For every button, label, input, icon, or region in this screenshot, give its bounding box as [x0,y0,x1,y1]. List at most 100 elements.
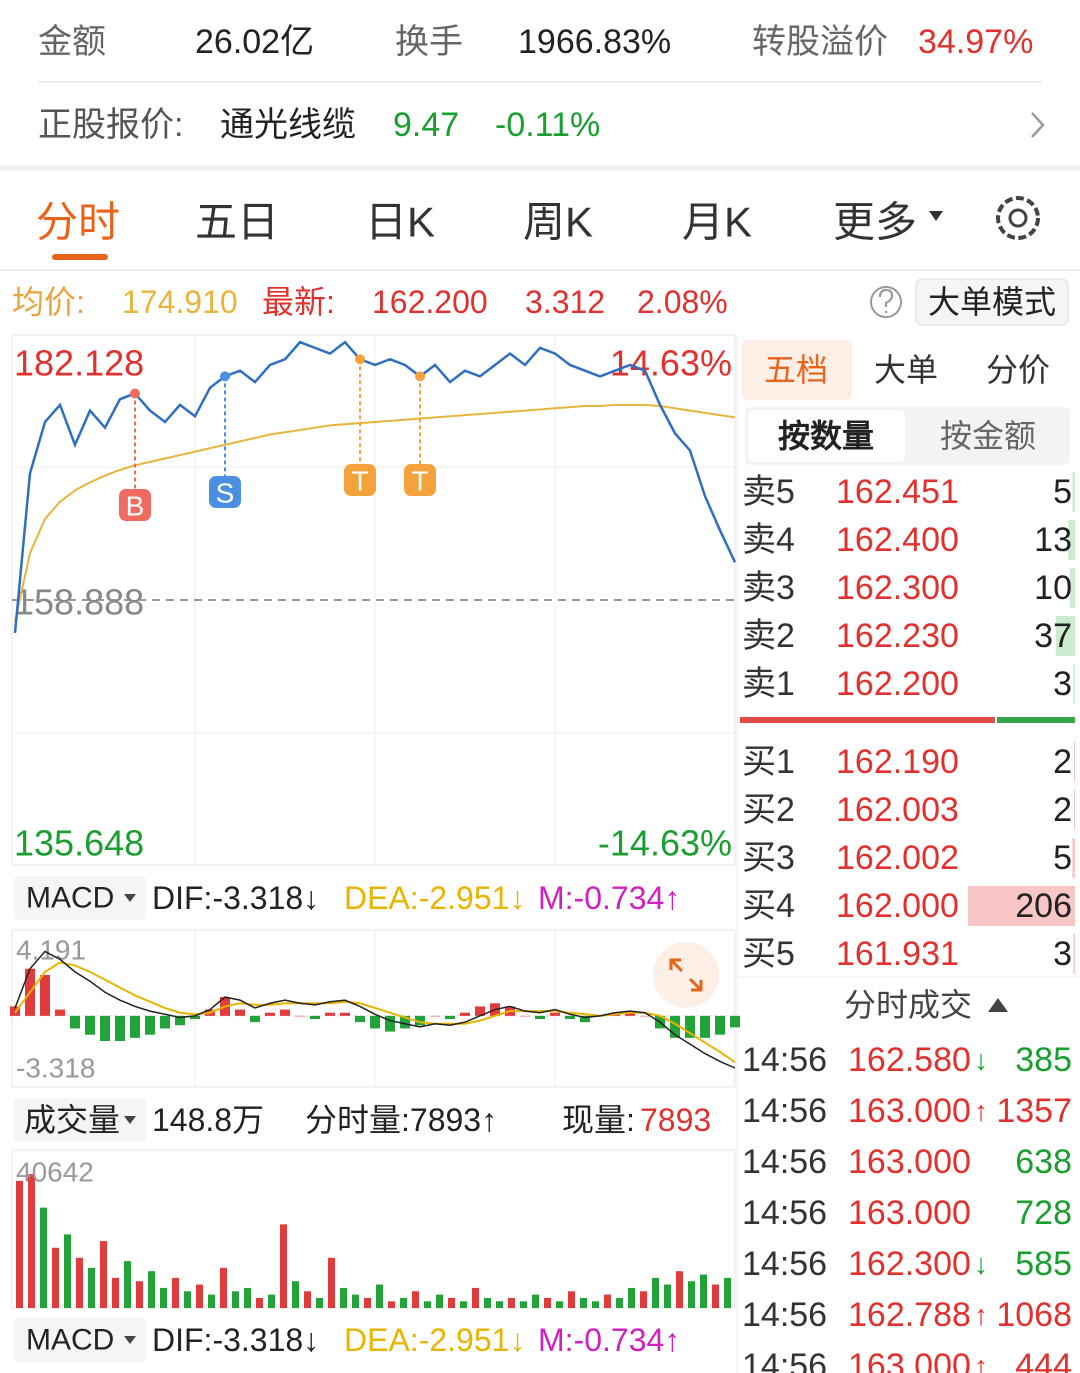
marker-badge [344,464,376,496]
avg-value: 174.910 [122,284,238,320]
level-label: 买1 [742,743,795,781]
book-tab-active [742,340,852,400]
premium-value: 34.97% [918,23,1033,61]
volume-bar [484,1297,491,1308]
turnover-value: 1966.83% [518,23,671,61]
volume-bar [316,1297,323,1308]
level-label: 卖4 [742,521,795,559]
marker-dot [220,371,230,382]
volume-bar [88,1267,95,1308]
trade-qty: 1357 [996,1092,1072,1130]
qty-bar [1073,742,1075,782]
indicator-name[interactable]: MACD [26,1324,114,1357]
tab[interactable]: 五日 [195,199,279,246]
macd-bar [730,1015,740,1028]
indicator-name[interactable]: 成交量 [24,1102,120,1138]
volume-bar [208,1294,215,1308]
level-qty: 13 [1034,521,1072,559]
macd-bar [295,1015,305,1017]
indicator-selector[interactable] [14,876,146,920]
macd-bar [235,1009,245,1016]
qty-bar [1069,568,1075,608]
help-icon[interactable] [870,286,902,318]
tab[interactable]: 分时 [36,199,120,246]
volume-bar [472,1287,479,1308]
volume-bar [496,1301,503,1308]
macd-bar [190,1015,200,1020]
trade-time: 14:56 [742,1041,827,1079]
section-gap [0,165,1080,171]
premium-label: 转股溢价 [752,23,888,61]
macd-bar [670,1015,680,1038]
volume-bar [364,1297,371,1308]
chevron[interactable] [1031,112,1045,138]
book-tab[interactable]: 分价 [986,352,1050,388]
qty-bar [1068,520,1075,560]
macd-bar [55,1009,65,1016]
avg-label: 均价: [12,284,85,320]
mode-option[interactable]: 按数量 [778,418,874,454]
tab[interactable]: 周K [523,199,593,246]
volume-bar [124,1261,131,1308]
qty-bar [1072,472,1075,512]
volume-bar [448,1297,455,1308]
level-label: 买5 [742,935,795,973]
trade-price: 163.000 [848,1347,971,1373]
level-qty: 206 [1015,887,1072,925]
pct-label: 14.63% [610,343,732,384]
pct-label: -14.63% [598,823,732,864]
marker-label: T [351,466,368,497]
tab[interactable]: 月K [682,199,752,246]
volume-bar [196,1284,203,1308]
ratio-bar-sell [740,717,995,723]
change-pct: 2.08% [637,284,728,320]
current-label: 现量: [562,1102,635,1138]
level-qty: 10 [1034,569,1072,607]
indicator-selector[interactable] [14,1098,146,1142]
book-tab[interactable]: 大单 [874,352,938,388]
trade-direction: ↑ [974,1096,988,1127]
marker-label: S [216,478,235,509]
level-qty: 2 [1053,791,1072,829]
qty-bar [1073,790,1075,830]
level-label: 卖1 [742,665,795,703]
volume-bar [412,1291,419,1308]
tab[interactable]: 日K [365,199,435,246]
volume-bar [256,1297,263,1308]
dropdown-arrow [929,211,943,221]
macd-bar [370,1015,380,1029]
macd-bar [430,1015,440,1017]
expand-button[interactable] [653,942,719,1008]
macd-bar [415,1015,425,1026]
book-tab[interactable]: 五档 [764,352,828,388]
tab[interactable]: 更多 [833,199,917,246]
qty-bar [968,886,1075,926]
macd-bar [325,1012,335,1016]
volume-bar [424,1301,431,1308]
mode-button-label[interactable]: 大单模式 [928,284,1056,320]
volume-bar [112,1277,119,1308]
volume-bar [148,1271,155,1308]
volume-bar [400,1297,407,1308]
amount-value: 26.02亿 [195,23,314,61]
mode-option[interactable]: 按金额 [940,418,1036,454]
volume-bar [220,1267,227,1308]
level-price: 162.002 [836,839,959,877]
volume-bar [520,1301,527,1308]
indicator-selector[interactable] [14,1318,146,1362]
volume-bar [16,1180,23,1308]
trade-time: 14:56 [742,1347,827,1373]
volume-bar [232,1291,239,1308]
settings-icon[interactable] [996,196,1040,240]
volume-bar [532,1294,539,1308]
selector-arrow [124,894,136,902]
trade-qty: 385 [1015,1041,1072,1079]
m-label: M:-0.734↑ [538,880,680,916]
trade-qty: 728 [1015,1194,1072,1232]
m-label: M:-0.734↑ [538,1322,680,1358]
macd-bar [40,975,50,1016]
trade-time: 14:56 [742,1245,827,1283]
indicator-name[interactable]: MACD [26,882,114,915]
mode-button[interactable] [915,278,1069,326]
